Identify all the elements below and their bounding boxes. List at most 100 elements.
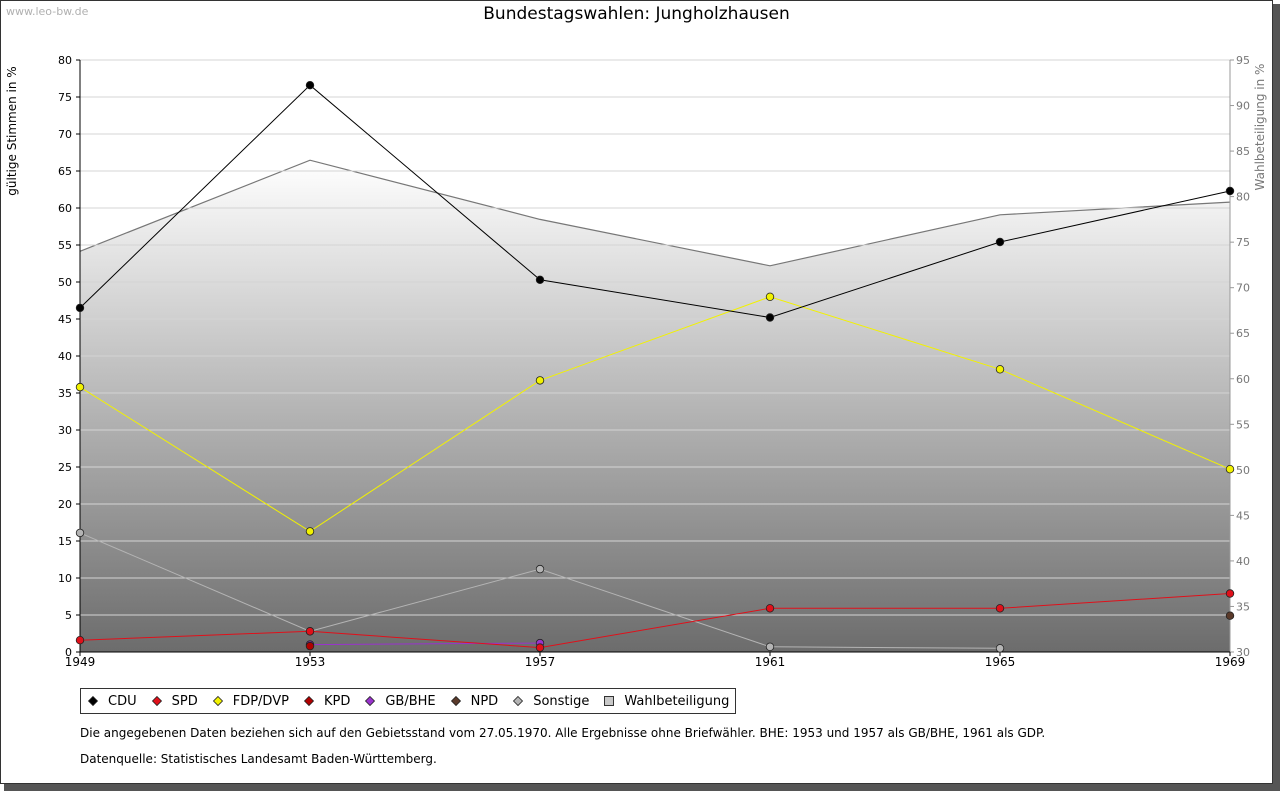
right-tick-label: 35	[1236, 600, 1250, 613]
legend-label: NPD	[470, 693, 499, 709]
right-tick-label: 45	[1236, 509, 1250, 522]
data-point-cdu	[305, 80, 315, 90]
x-tick-label: 1969	[1215, 655, 1246, 669]
legend-item: NPD	[450, 693, 499, 709]
series-line-fdpdvp	[79, 296, 1231, 532]
data-source: Datenquelle: Statistisches Landesamt Bad…	[80, 752, 437, 766]
right-tick-label: 30	[1236, 646, 1250, 659]
grid-layer	[80, 59, 1230, 616]
legend-item: KPD	[303, 694, 350, 709]
legend-marker	[212, 695, 224, 707]
data-point-sonstige	[535, 564, 545, 574]
left-tick-label: 65	[58, 165, 72, 178]
legend-marker	[512, 695, 524, 707]
series-line-gbbhe	[309, 642, 541, 646]
left-tick-label: 75	[58, 91, 72, 104]
turnout-line	[79, 159, 1231, 267]
x-tick-label: 1949	[65, 655, 96, 669]
data-point-spd	[305, 627, 315, 636]
data-point-kpd	[305, 641, 315, 651]
data-point-spd	[765, 604, 775, 613]
legend-label: Wahlbeteiligung	[624, 693, 730, 709]
data-point-fdpdvp	[995, 365, 1005, 374]
legend-item: Sonstige	[512, 694, 589, 709]
left-tick-label: 60	[58, 202, 72, 215]
right-tick-label: 70	[1236, 282, 1250, 295]
watermark: www.leo-bw.de	[6, 5, 89, 18]
series-line-spd	[79, 593, 1231, 649]
data-point-fdpdvp	[305, 527, 315, 536]
data-point-fdpdvp	[75, 382, 85, 392]
left-tick-label: 35	[58, 387, 72, 400]
right-tick-label: 60	[1236, 373, 1250, 386]
data-point-fdpdvp	[765, 292, 775, 301]
left-tick-label: 20	[58, 498, 72, 511]
left-tick-label: 45	[58, 313, 72, 326]
legend-label: SPD	[171, 693, 198, 709]
legend-label: CDU	[108, 693, 137, 709]
series-points-layer	[75, 80, 1235, 653]
left-tick-label: 15	[58, 535, 72, 548]
right-tick-label: 65	[1236, 327, 1250, 340]
left-tick-label: 55	[58, 239, 72, 252]
legend: CDU SPD FDP/DVP KPD GB/BHE NPD Sonstige Wahlbet…	[80, 688, 737, 714]
left-tick-label: 25	[58, 461, 72, 474]
right-tick-label: 90	[1236, 100, 1250, 113]
legend-item: Wahlbeteiligung	[603, 694, 729, 709]
frame-shadow-bottom	[4, 784, 1280, 791]
right-tick-label: 85	[1236, 145, 1250, 158]
chart-plot: 0 5 10 15 20 25 30 35 40 45 50 55 60 65 70 75 80 30 35 40 45…	[58, 54, 1250, 669]
left-tick-label: 40	[58, 350, 72, 363]
left-tick-label: 70	[58, 128, 72, 141]
left-tick-label: 10	[58, 572, 72, 585]
legend-label: FDP/DVP	[232, 693, 289, 709]
turnout-area	[80, 160, 1230, 652]
data-point-cdu	[75, 303, 85, 313]
data-point-fdpdvp	[1225, 465, 1235, 474]
x-tick-label: 1957	[525, 655, 556, 669]
right-tick-label: 95	[1236, 54, 1250, 67]
legend-label: GB/BHE	[385, 693, 436, 709]
data-point-sonstige	[995, 644, 1005, 653]
legend-label: KPD	[323, 693, 351, 709]
right-tick-label: 55	[1236, 418, 1250, 431]
left-tick-label: 5	[65, 609, 72, 622]
data-point-spd	[995, 604, 1005, 613]
x-tick-label: 1953	[295, 655, 326, 669]
data-point-sonstige	[75, 528, 85, 538]
left-tick-label: 30	[58, 424, 72, 437]
legend-label: Sonstige	[533, 693, 590, 709]
left-tick-label: 50	[58, 276, 72, 289]
chart-title: Bundestagswahlen: Jungholzhausen	[483, 4, 790, 24]
x-tick-label: 1961	[755, 655, 786, 669]
turnout-area-layer	[79, 159, 1231, 652]
right-tick-label: 50	[1236, 464, 1250, 477]
data-point-spd	[535, 643, 545, 652]
data-point-cdu	[765, 313, 775, 322]
legend-marker	[603, 695, 615, 707]
legend-item: FDP/DVP	[212, 694, 289, 709]
legend-marker	[87, 695, 99, 707]
frame-shadow-right	[1273, 4, 1280, 791]
footnote: Die angegebenen Daten beziehen sich auf …	[80, 726, 1046, 740]
legend-marker	[364, 695, 376, 707]
series-line-cdu	[79, 84, 1231, 319]
left-tick-label: 0	[65, 646, 72, 659]
legend-item: SPD	[151, 694, 198, 709]
data-point-npd	[1225, 611, 1235, 620]
data-point-spd	[75, 636, 85, 645]
data-point-cdu	[1225, 186, 1235, 196]
right-tick-label: 75	[1236, 236, 1250, 249]
data-point-sonstige	[765, 642, 775, 651]
series-lines-layer	[79, 84, 1231, 649]
legend-marker	[151, 695, 163, 707]
left-tick-label: 80	[58, 54, 72, 67]
legend-marker	[450, 695, 462, 707]
data-point-spd	[1225, 589, 1235, 598]
data-point-cdu	[995, 237, 1005, 247]
legend-marker	[303, 695, 315, 707]
legend-item: GB/BHE	[364, 693, 436, 709]
right-tick-label: 40	[1236, 555, 1250, 568]
right-tick-label: 80	[1236, 191, 1250, 204]
legend-item: CDU	[87, 694, 137, 709]
